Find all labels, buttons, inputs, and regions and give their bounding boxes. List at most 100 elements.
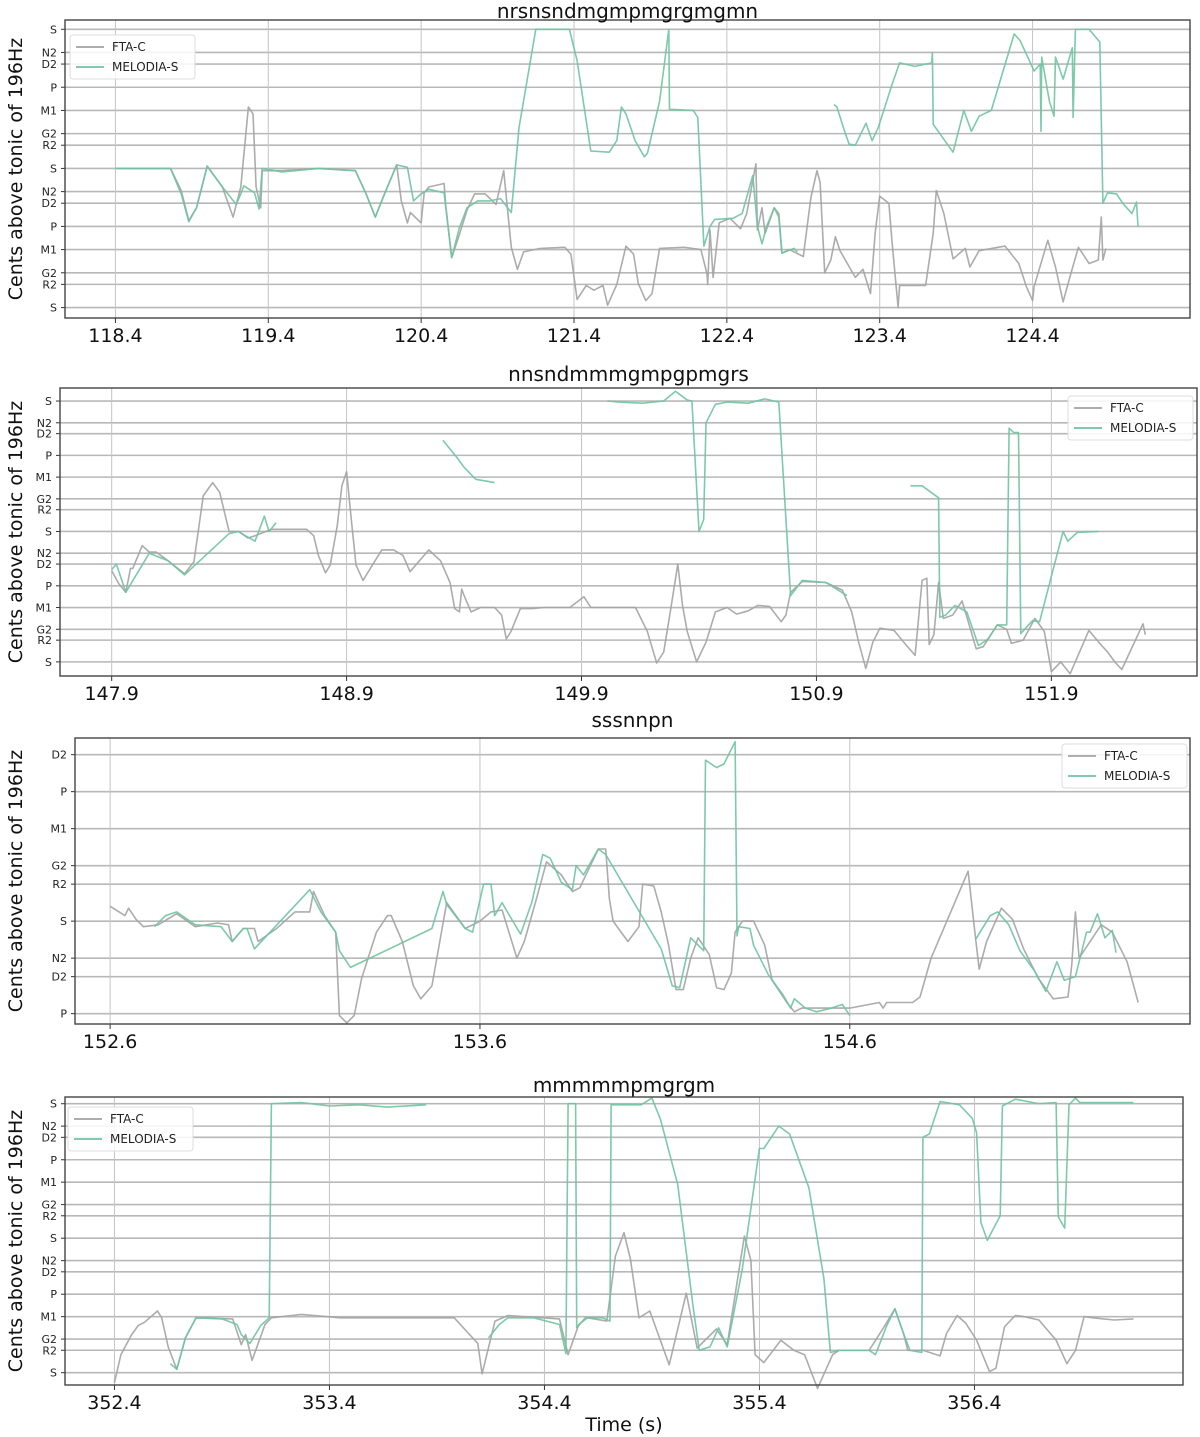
x-tick-label: 154.6	[823, 1031, 877, 1053]
y-tick-label: D2	[52, 971, 67, 984]
y-tick-label: N2	[42, 1120, 57, 1133]
y-tick-label: M1	[41, 1176, 58, 1189]
y-tick-label: D2	[42, 197, 57, 210]
y-axis-label: Cents above tonic of 196Hz	[5, 38, 27, 300]
y-axis-label: Cents above tonic of 196Hz	[5, 750, 27, 1012]
y-tick-label: P	[50, 1154, 57, 1167]
plot-frame	[64, 19, 1191, 319]
y-tick-label: N2	[42, 1255, 57, 1268]
y-tick-label: M1	[36, 471, 53, 484]
series-line-melodia-s	[169, 1101, 427, 1371]
y-tick-label: R2	[42, 1210, 57, 1223]
plot-frame	[74, 737, 1191, 1025]
x-tick-label: 147.9	[84, 683, 138, 705]
series-line-melodia-s	[111, 515, 277, 594]
y-tick-label: R2	[42, 1344, 57, 1357]
y-tick-label: M1	[41, 104, 58, 117]
y-tick-label: N2	[37, 547, 52, 560]
y-tick-label: S	[50, 23, 57, 36]
y-tick-label: P	[45, 449, 52, 462]
y-tick-label: S	[50, 1232, 57, 1245]
y-tick-label: N2	[52, 952, 67, 965]
subplot-title: nrsnsndmgmpmgrgmgmn	[497, 0, 758, 23]
y-tick-label: D2	[52, 749, 67, 762]
series-line-fta-c	[113, 1231, 1134, 1390]
series-line-melodia-s	[153, 740, 851, 1016]
y-tick-label: D2	[42, 1131, 57, 1144]
y-tick-label: N2	[42, 46, 57, 59]
y-tick-label: G2	[51, 860, 67, 873]
legend-box	[1067, 395, 1194, 441]
series-line-melodia-s	[910, 427, 1099, 647]
legend-label: MELODIA-S	[110, 1132, 176, 1146]
legend-label: FTA-C	[112, 40, 146, 54]
y-tick-label: P	[60, 1008, 67, 1021]
x-tick-label: 123.4	[853, 325, 907, 347]
y-tick-label: P	[50, 220, 57, 233]
y-tick-label: S	[50, 1098, 57, 1111]
y-tick-label: S	[50, 162, 57, 175]
legend-label: FTA-C	[110, 1112, 144, 1126]
y-tick-label: G2	[41, 128, 57, 141]
x-tick-label: 355.4	[732, 1392, 786, 1414]
series-line-melodia-s	[833, 28, 1139, 227]
plot-frame	[59, 387, 1198, 677]
plot-frame	[64, 1096, 1184, 1386]
y-tick-label: D2	[42, 1266, 57, 1279]
legend-box	[1061, 743, 1188, 789]
legend-box	[67, 1106, 194, 1152]
y-tick-label: S	[45, 395, 52, 408]
legend: FTA-C MELODIA-S	[1067, 395, 1194, 441]
x-tick-label: 149.9	[554, 683, 608, 705]
subplot-title: mmmmmpmgrgm	[533, 1073, 715, 1097]
x-tick-label: 121.4	[547, 325, 601, 347]
y-tick-label: D2	[42, 58, 57, 71]
y-tick-label: D2	[37, 428, 52, 441]
y-tick-label: G2	[41, 267, 57, 280]
subplot-3: P D2 N2 S R2 G2 M1 P D2 152.6 153.6 154.6 sssnnpn Cen…	[5, 708, 1191, 1053]
x-tick-label: 119.4	[241, 325, 295, 347]
y-tick-label: P	[50, 1288, 57, 1301]
y-tick-label: M1	[41, 1311, 58, 1324]
y-tick-label: M1	[41, 244, 58, 257]
series-line-melodia-s	[974, 911, 1117, 993]
legend-label: MELODIA-S	[1110, 421, 1176, 435]
legend-label: FTA-C	[1104, 749, 1138, 763]
x-tick-label: 152.6	[83, 1031, 137, 1053]
y-tick-label: P	[60, 786, 67, 799]
y-tick-label: N2	[42, 186, 57, 199]
y-tick-label: S	[50, 1367, 57, 1380]
y-tick-label: G2	[41, 1199, 57, 1212]
legend-label: FTA-C	[1110, 401, 1144, 415]
y-axis-label: Cents above tonic of 196Hz	[5, 401, 27, 663]
series-line-melodia-s	[607, 390, 848, 597]
x-tick-label: 153.6	[453, 1031, 507, 1053]
legend-box	[69, 34, 196, 80]
y-tick-label: G2	[41, 1333, 57, 1346]
y-tick-label: G2	[36, 623, 52, 636]
legend: FTA-C MELODIA-S	[69, 34, 196, 80]
x-tick-label: 118.4	[88, 325, 142, 347]
y-tick-label: S	[60, 915, 67, 928]
y-tick-label: P	[50, 81, 57, 94]
x-tick-label: 151.9	[1024, 683, 1078, 705]
series-line-melodia-s	[115, 28, 798, 259]
subplot-title: sssnnpn	[592, 708, 674, 732]
y-tick-label: P	[45, 580, 52, 593]
y-tick-label: M1	[51, 823, 68, 836]
series-line-melodia-s	[487, 1097, 1134, 1356]
y-tick-label: M1	[36, 602, 53, 615]
y-tick-label: N2	[37, 417, 52, 430]
y-tick-label: S	[45, 525, 52, 538]
y-tick-label: D2	[37, 558, 52, 571]
x-tick-label: 356.4	[947, 1392, 1001, 1414]
x-tick-label: 352.4	[87, 1392, 141, 1414]
x-tick-label: 353.4	[302, 1392, 356, 1414]
y-tick-label: R2	[42, 139, 57, 152]
y-axis-label: Cents above tonic of 196Hz	[5, 1110, 27, 1372]
y-tick-label: R2	[37, 504, 52, 517]
